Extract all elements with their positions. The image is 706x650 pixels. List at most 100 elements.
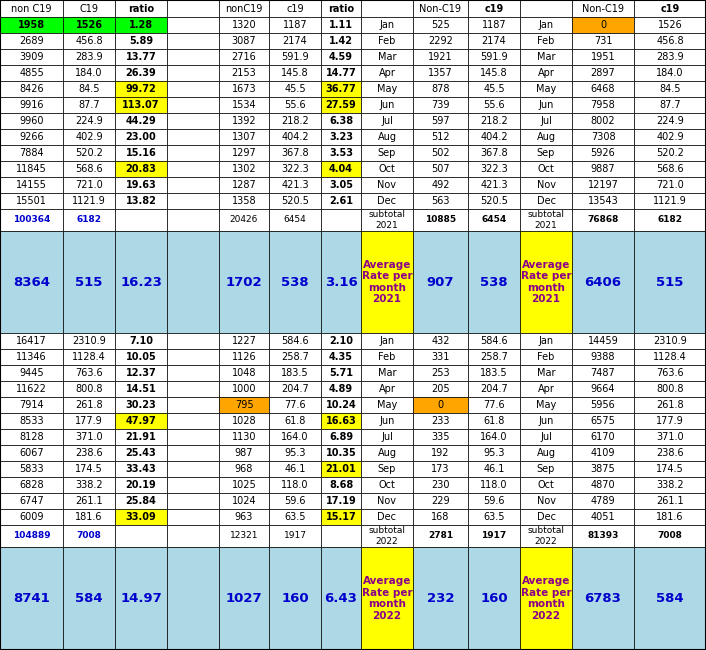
Bar [167,381,219,397]
Text: 13543: 13543 [587,196,618,206]
Text: 591.9: 591.9 [480,52,508,62]
Text: 6182: 6182 [657,216,683,224]
Text: Nov: Nov [378,496,397,506]
Text: 21.91: 21.91 [126,432,156,442]
Text: May: May [536,84,556,94]
Text: 4.59: 4.59 [329,52,353,62]
Bar [361,477,413,493]
Bar [63,209,115,231]
Text: 402.9: 402.9 [656,132,684,142]
Bar [0,33,63,49]
Bar [634,129,706,145]
Bar [634,33,706,49]
Bar [167,397,219,413]
Bar [115,413,167,429]
Text: 731: 731 [594,36,612,46]
Text: Nov: Nov [537,180,556,190]
Text: 6.38: 6.38 [329,116,353,126]
Text: May: May [377,84,397,94]
Text: Jul: Jul [381,432,393,442]
Bar [468,161,520,177]
Bar [468,177,520,193]
Text: 1048: 1048 [232,368,256,378]
Text: 5.89: 5.89 [129,36,153,46]
Text: 1287: 1287 [232,180,256,190]
Bar [468,333,520,349]
Bar [520,17,572,33]
Bar [269,97,321,113]
Text: 204.7: 204.7 [281,384,309,394]
Bar [361,509,413,525]
Text: nonC19: nonC19 [225,3,263,14]
Bar [115,17,167,33]
Bar [572,547,634,650]
Text: 421.3: 421.3 [281,180,309,190]
Bar [634,333,706,349]
Text: 568.6: 568.6 [656,164,684,174]
Text: 7.10: 7.10 [129,336,153,346]
Text: 19.63: 19.63 [126,180,156,190]
Text: 520.5: 520.5 [281,196,309,206]
Bar [0,145,63,161]
Bar [413,413,468,429]
Text: 1000: 1000 [232,384,256,394]
Bar [63,429,115,445]
Bar [269,461,321,477]
Bar [219,209,269,231]
Bar [115,231,167,333]
Bar [520,547,572,650]
Bar [413,381,468,397]
Text: 77.6: 77.6 [483,400,505,410]
Text: subtotal
2022: subtotal 2022 [369,526,405,546]
Text: Mar: Mar [378,52,396,62]
Text: 84.5: 84.5 [78,84,100,94]
Text: 1917: 1917 [284,532,306,541]
Bar [634,381,706,397]
Text: 1320: 1320 [232,20,256,30]
Bar [0,113,63,129]
Text: 8426: 8426 [19,84,44,94]
Text: 1534: 1534 [232,100,256,110]
Text: Aug: Aug [537,132,556,142]
Bar [634,547,706,650]
Bar [321,209,361,231]
Text: Non-C19: Non-C19 [582,3,624,14]
Bar [167,231,219,333]
Text: 3.53: 3.53 [329,148,353,158]
Bar [634,81,706,97]
Text: 87.7: 87.7 [78,100,100,110]
Text: 6747: 6747 [19,496,44,506]
Bar [115,97,167,113]
Bar [634,231,706,333]
Text: 87.7: 87.7 [659,100,681,110]
Text: 218.2: 218.2 [480,116,508,126]
Text: 160: 160 [281,592,309,605]
Bar [269,113,321,129]
Bar [167,17,219,33]
Text: 1028: 1028 [232,416,256,426]
Bar [269,381,321,397]
Bar [361,397,413,413]
Bar [572,365,634,381]
Text: 177.9: 177.9 [75,416,103,426]
Text: 371.0: 371.0 [656,432,684,442]
Text: 20.83: 20.83 [126,164,157,174]
Bar [361,493,413,509]
Bar [634,397,706,413]
Bar [0,445,63,461]
Bar [413,525,468,547]
Text: 763.6: 763.6 [656,368,684,378]
Text: 33.43: 33.43 [126,464,156,474]
Text: 1227: 1227 [232,336,256,346]
Bar [115,349,167,365]
Text: 0: 0 [600,20,606,30]
Bar [468,231,520,333]
Text: 7914: 7914 [19,400,44,410]
Bar [0,413,63,429]
Bar [269,177,321,193]
Bar [321,397,361,413]
Bar [219,547,269,650]
Bar [520,129,572,145]
Bar [361,445,413,461]
Bar [520,445,572,461]
